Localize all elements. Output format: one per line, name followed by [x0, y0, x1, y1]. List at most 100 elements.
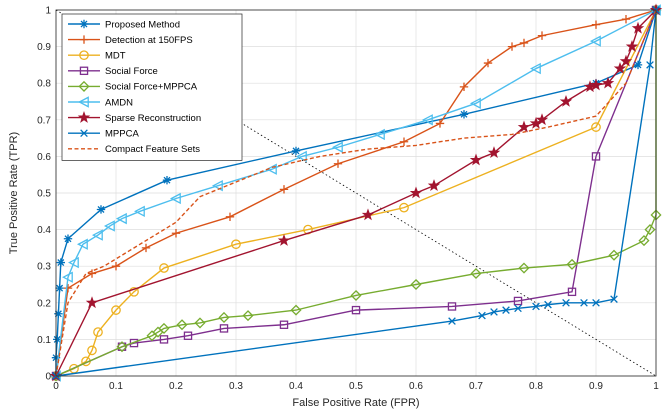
- data-point: [532, 302, 540, 311]
- x-tick-label: 0.3: [229, 381, 243, 392]
- data-point: [93, 327, 103, 337]
- data-point: [514, 304, 522, 313]
- legend-item: AMDN: [68, 96, 133, 108]
- data-point: [87, 345, 97, 356]
- legend-label: Social Force: [105, 66, 158, 77]
- data-point: [63, 283, 73, 293]
- y-tick-label: 0.7: [37, 115, 51, 126]
- data-point: [218, 311, 230, 323]
- y-tick-labels: 0 0.1 0.2 0.3 0.4 0.5 0.6 0.7 0.8 0.9 1: [37, 6, 51, 383]
- data-point: [644, 224, 656, 236]
- data-point: [633, 60, 643, 70]
- data-point: [517, 120, 531, 133]
- x-tick-label: 0.7: [469, 381, 483, 392]
- legend-marker: [77, 96, 89, 108]
- data-point: [56, 258, 65, 267]
- data-point: [115, 212, 127, 225]
- series-line: [55, 9, 657, 377]
- data-point: [159, 335, 169, 344]
- data-point: [159, 263, 169, 273]
- data-point: [507, 42, 517, 51]
- x-tick-label: 0.1: [109, 381, 123, 392]
- data-point: [87, 269, 97, 278]
- series-line: [55, 9, 657, 377]
- data-point: [448, 317, 456, 325]
- data-point: [290, 304, 302, 316]
- data-point: [631, 21, 645, 34]
- data-point: [61, 271, 73, 283]
- legend-box: [61, 13, 243, 161]
- data-point: [469, 153, 483, 166]
- data-point: [591, 152, 601, 161]
- legend-marker: [79, 35, 89, 44]
- data-point: [537, 31, 547, 40]
- legend-item: Detection at 150FPS: [68, 35, 193, 46]
- series-amdn: [49, 4, 661, 382]
- data-point: [333, 159, 343, 168]
- data-point: [103, 220, 115, 232]
- y-tick-label: 0.6: [37, 152, 51, 163]
- data-point: [621, 14, 631, 24]
- data-point: [141, 243, 151, 253]
- data-point: [96, 205, 106, 214]
- data-point: [158, 322, 170, 334]
- data-point: [589, 35, 601, 47]
- data-point: [610, 295, 618, 303]
- y-tick-label: 0.3: [37, 262, 51, 273]
- legend-label: AMDN: [105, 97, 133, 108]
- x-tick-label: 0: [53, 381, 59, 392]
- y-tick-label: 0: [45, 372, 51, 383]
- x-tick-label: 0.2: [169, 381, 183, 392]
- data-point: [116, 341, 128, 353]
- data-point: [459, 110, 469, 119]
- series-line: [55, 10, 657, 377]
- legend-marker: [79, 66, 89, 76]
- data-point: [350, 289, 362, 302]
- data-point: [580, 298, 588, 307]
- x-axis-label: False Positive Rate (FPR): [292, 397, 419, 409]
- data-point: [427, 179, 441, 191]
- data-point: [410, 278, 422, 291]
- data-point: [76, 238, 88, 250]
- data-point: [478, 311, 486, 320]
- legend-label: MDT: [105, 51, 126, 62]
- y-tick-label: 0.4: [37, 225, 51, 236]
- data-point: [351, 305, 361, 315]
- y-tick-label: 1: [45, 6, 51, 17]
- plot-frame: [55, 9, 657, 377]
- x-tick-label: 0.6: [409, 381, 423, 392]
- legend-item: Social Force: [68, 66, 158, 77]
- data-point: [619, 54, 633, 67]
- x-tick-label: 0.5: [349, 381, 363, 392]
- data-point: [55, 283, 64, 293]
- data-point: [169, 192, 181, 205]
- legend-marker: [80, 129, 88, 138]
- data-point: [559, 94, 573, 107]
- data-point: [638, 235, 650, 247]
- data-point: [567, 287, 577, 297]
- legend-item: Compact Feature Sets: [68, 144, 200, 155]
- data-point: [409, 186, 423, 199]
- data-point: [291, 146, 301, 156]
- data-point: [176, 319, 188, 331]
- data-point: [219, 324, 229, 333]
- legend: Proposed Method Detection at 150FPS MDT Soc…: [61, 13, 243, 161]
- data-point: [421, 114, 433, 126]
- data-point: [279, 185, 289, 194]
- data-point: [535, 113, 549, 126]
- x-tick-label: 0.9: [589, 381, 603, 392]
- data-point: [435, 119, 445, 128]
- data-point: [591, 20, 601, 29]
- legend-label: Social Force+MPPCA: [105, 82, 198, 93]
- legend-marker: [77, 111, 91, 123]
- legend-marker: [78, 80, 90, 92]
- data-point: [613, 61, 627, 74]
- data-point: [194, 317, 206, 329]
- data-point: [85, 296, 99, 309]
- legend-item: MDT: [68, 50, 126, 62]
- data-point: [502, 306, 510, 314]
- data-point: [373, 128, 385, 141]
- data-point: [625, 40, 639, 52]
- data-point: [399, 137, 409, 146]
